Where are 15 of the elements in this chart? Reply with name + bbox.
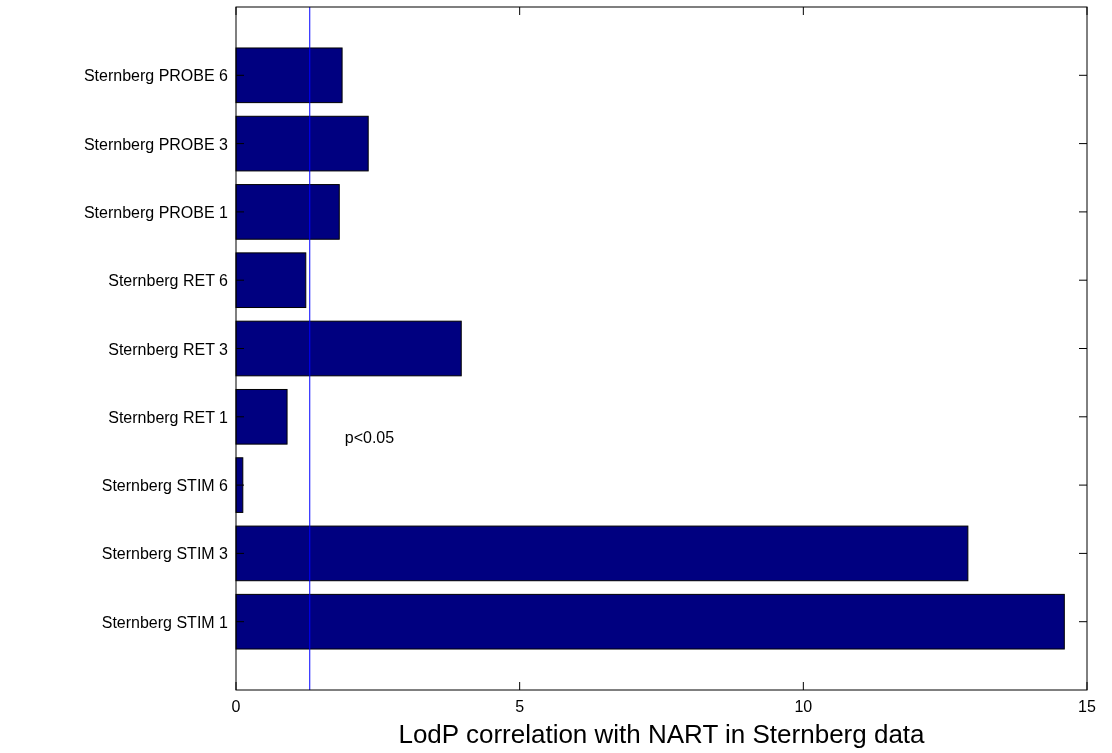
y-tick-label: Sternberg PROBE 3 [83,135,229,153]
y-tick-label: Sternberg RET 6 [108,272,229,290]
y-tick-label: Sternberg STIM 1 [101,613,229,631]
y-tick-label: Sternberg STIM 6 [101,477,229,495]
y-tick-label: Sternberg RET 3 [108,340,229,358]
y-tick-label: Sternberg PROBE 1 [83,203,229,221]
x-tick-label: 5 [515,698,525,715]
y-tick-label: Sternberg RET 1 [108,408,229,426]
x-tick-label: 15 [1078,698,1096,715]
ref-line-label: p<0.05 [344,429,395,447]
x-tick-label: 10 [794,698,813,715]
y-tick-label: Sternberg PROBE 6 [83,67,229,85]
x-axis-title: LodP correlation with NART in Sternberg data [398,719,926,749]
x-tick-label: 0 [231,698,241,715]
y-tick-label: Sternberg STIM 3 [101,545,229,563]
